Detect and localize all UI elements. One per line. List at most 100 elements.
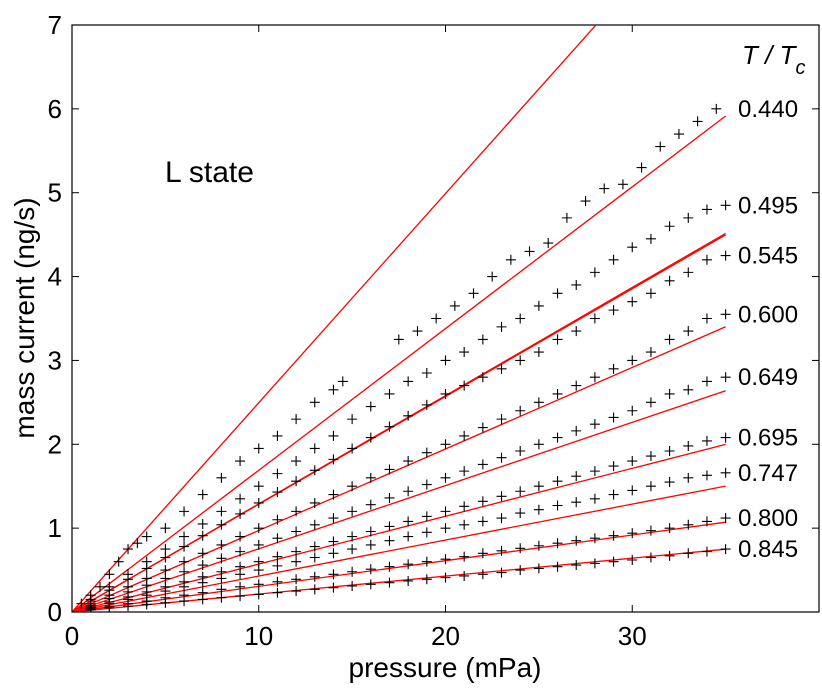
series-label-0-600: 0.600 bbox=[738, 301, 798, 328]
marker-0-600 bbox=[683, 326, 694, 337]
marker-0-845 bbox=[235, 591, 246, 602]
marker-0-495 bbox=[571, 279, 582, 290]
marker-0-695 bbox=[608, 461, 619, 472]
marker-0-440 bbox=[655, 141, 666, 152]
marker-0-695 bbox=[664, 445, 675, 456]
marker-0-440 bbox=[599, 183, 610, 194]
marker-0-495 bbox=[589, 267, 600, 278]
y-tick-label: 4 bbox=[48, 262, 62, 292]
marker-0-695 bbox=[365, 526, 376, 537]
marker-0-649 bbox=[235, 546, 246, 557]
marker-0-495 bbox=[627, 242, 638, 253]
marker-0-600 bbox=[160, 565, 171, 576]
marker-0-649 bbox=[627, 405, 638, 416]
marker-0-545 bbox=[664, 275, 675, 286]
marker-0-747 bbox=[328, 548, 339, 559]
data-markers bbox=[76, 103, 731, 612]
marker-0-845 bbox=[384, 577, 395, 588]
marker-0-545 bbox=[160, 552, 171, 563]
marker-0-495 bbox=[328, 430, 339, 441]
marker-0-545 bbox=[328, 454, 339, 465]
marker-0-440 bbox=[141, 531, 152, 542]
marker-0-600 bbox=[664, 334, 675, 345]
marker-0-545 bbox=[477, 372, 488, 383]
marker-0-747 bbox=[477, 516, 488, 527]
marker-0-800 bbox=[701, 516, 712, 527]
marker-0-600 bbox=[291, 506, 302, 517]
marker-0-495 bbox=[421, 368, 432, 379]
marker-0-440 bbox=[216, 472, 227, 483]
marker-0-495 bbox=[720, 200, 731, 211]
marker-0-545 bbox=[216, 519, 227, 530]
marker-0-545 bbox=[291, 476, 302, 487]
marker-0-800 bbox=[608, 530, 619, 541]
fit-line-steep-fit bbox=[72, 25, 597, 612]
marker-0-800 bbox=[365, 564, 376, 575]
marker-0-600 bbox=[365, 472, 376, 483]
marker-0-440 bbox=[309, 397, 320, 408]
marker-0-747 bbox=[384, 535, 395, 546]
marker-0-649 bbox=[571, 425, 582, 436]
marker-0-845 bbox=[421, 574, 432, 585]
marker-0-845 bbox=[720, 544, 731, 555]
marker-0-440 bbox=[487, 271, 498, 282]
marker-0-440 bbox=[711, 103, 722, 114]
marker-0-800 bbox=[627, 528, 638, 539]
marker-0-600 bbox=[328, 489, 339, 500]
x-tick-label: 20 bbox=[431, 621, 460, 651]
marker-0-845 bbox=[589, 558, 600, 569]
marker-0-545 bbox=[701, 254, 712, 265]
marker-0-495 bbox=[365, 401, 376, 412]
marker-0-800 bbox=[440, 554, 451, 565]
marker-0-545 bbox=[421, 399, 432, 410]
marker-0-495 bbox=[235, 493, 246, 504]
marker-0-747 bbox=[571, 497, 582, 508]
marker-0-440 bbox=[95, 581, 106, 592]
marker-0-649 bbox=[384, 492, 395, 503]
marker-0-495 bbox=[384, 388, 395, 399]
marker-0-495 bbox=[496, 321, 507, 332]
marker-0-747 bbox=[216, 573, 227, 584]
marker-0-649 bbox=[683, 384, 694, 395]
marker-0-440 bbox=[272, 430, 283, 441]
marker-0-845 bbox=[440, 572, 451, 583]
marker-0-695 bbox=[291, 546, 302, 557]
marker-0-440 bbox=[393, 334, 404, 345]
marker-0-845 bbox=[272, 587, 283, 598]
marker-0-695 bbox=[403, 516, 414, 527]
marker-0-545 bbox=[309, 465, 320, 476]
marker-0-440 bbox=[123, 544, 134, 555]
marker-0-440 bbox=[505, 254, 516, 265]
marker-0-545 bbox=[179, 541, 190, 552]
marker-0-495 bbox=[291, 456, 302, 467]
marker-0-545 bbox=[235, 508, 246, 519]
marker-0-440 bbox=[431, 313, 442, 324]
legend-title-main: T / T bbox=[742, 40, 798, 70]
marker-0-495 bbox=[347, 414, 358, 425]
marker-0-545 bbox=[683, 267, 694, 278]
marker-0-440 bbox=[468, 288, 479, 299]
marker-0-600 bbox=[403, 456, 414, 467]
marker-0-600 bbox=[571, 380, 582, 391]
marker-0-845 bbox=[459, 570, 470, 581]
marker-0-545 bbox=[347, 443, 358, 454]
marker-0-800 bbox=[459, 551, 470, 562]
marker-0-440 bbox=[561, 212, 572, 223]
marker-0-695 bbox=[589, 466, 600, 477]
marker-0-600 bbox=[440, 439, 451, 450]
fit-line-0-747 bbox=[72, 485, 726, 612]
marker-0-747 bbox=[552, 500, 563, 511]
marker-0-600 bbox=[197, 548, 208, 559]
marker-0-495 bbox=[552, 288, 563, 299]
marker-0-600 bbox=[309, 497, 320, 508]
marker-0-495 bbox=[272, 468, 283, 479]
marker-0-845 bbox=[197, 594, 208, 605]
marker-0-800 bbox=[552, 538, 563, 549]
marker-0-649 bbox=[496, 452, 507, 463]
marker-0-845 bbox=[291, 586, 302, 597]
marker-0-747 bbox=[235, 569, 246, 580]
marker-0-545 bbox=[496, 363, 507, 374]
marker-0-600 bbox=[421, 447, 432, 458]
marker-0-649 bbox=[272, 533, 283, 544]
marker-0-649 bbox=[440, 472, 451, 483]
